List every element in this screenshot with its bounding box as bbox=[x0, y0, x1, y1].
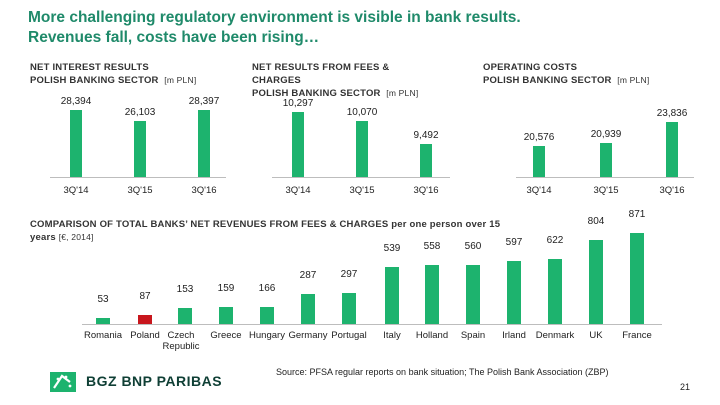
category-label: Italy bbox=[383, 330, 401, 341]
x-axis-line bbox=[516, 177, 694, 178]
category-label: Denmark bbox=[535, 330, 575, 341]
bar bbox=[260, 306, 274, 324]
data-label: 26,103 bbox=[124, 107, 156, 119]
panel-costs-title: OPERATING COSTS POLISH BANKING SECTOR [m… bbox=[483, 61, 713, 87]
category-label: Czech Republic bbox=[162, 330, 200, 352]
data-label: 597 bbox=[505, 237, 523, 249]
data-label: 53 bbox=[97, 294, 109, 306]
bar bbox=[138, 314, 152, 324]
category-label: Spain bbox=[460, 330, 486, 341]
source-note: Source: PFSA regular reports on bank sit… bbox=[276, 367, 609, 377]
category-label: 3Q'14 bbox=[526, 185, 552, 196]
title-line-2: Revenues fall, costs have been rising… bbox=[28, 29, 320, 46]
panel-title-line: POLISH BANKING SECTOR bbox=[30, 75, 159, 86]
bar bbox=[666, 122, 678, 177]
data-label: 9,492 bbox=[413, 129, 439, 141]
page-number: 21 bbox=[680, 382, 691, 392]
bar bbox=[219, 307, 233, 324]
panel-net-interest-title: NET INTEREST RESULTS POLISH BANKING SECT… bbox=[30, 61, 250, 87]
bar bbox=[630, 232, 644, 324]
comparison-unit: [€, 2014] bbox=[58, 232, 94, 242]
data-label: 558 bbox=[423, 241, 441, 253]
data-label: 871 bbox=[628, 208, 646, 220]
data-label: 539 bbox=[383, 243, 401, 255]
category-label: 3Q'14 bbox=[63, 185, 89, 196]
panel-title-line: POLISH BANKING SECTOR bbox=[252, 88, 381, 99]
category-label: 3Q'15 bbox=[349, 185, 375, 196]
category-label: 3Q'14 bbox=[285, 185, 311, 196]
comparison-title: COMPARISON OF TOTAL BANKS’ NET REVENUES … bbox=[30, 219, 590, 244]
category-label: France bbox=[622, 330, 652, 341]
category-label: 3Q'15 bbox=[593, 185, 619, 196]
category-label: Poland bbox=[130, 330, 160, 341]
bar bbox=[342, 292, 356, 324]
panel-title-line: OPERATING COSTS bbox=[483, 62, 578, 73]
comparison-title-line: COMPARISON OF TOTAL BANKS’ NET REVENUES … bbox=[30, 219, 501, 230]
data-label: 23,836 bbox=[656, 108, 688, 120]
panel-title-line: POLISH BANKING SECTOR bbox=[483, 75, 612, 86]
bar bbox=[548, 258, 562, 324]
category-label: Germany bbox=[288, 330, 328, 341]
panel-title-line: CHARGES bbox=[252, 75, 301, 86]
x-axis-line bbox=[82, 324, 662, 325]
data-label: 10,297 bbox=[282, 97, 314, 109]
bar bbox=[507, 261, 521, 324]
data-label: 28,397 bbox=[188, 96, 220, 107]
bank-logo-text: BGZ BNP PARIBAS bbox=[86, 373, 223, 389]
page-title: More challenging regulatory environment … bbox=[28, 8, 708, 48]
category-label: Romania bbox=[83, 330, 123, 341]
category-label: 3Q'16 bbox=[659, 185, 685, 196]
bar bbox=[70, 110, 82, 177]
bar bbox=[96, 318, 110, 324]
category-label: 3Q'16 bbox=[413, 185, 439, 196]
data-label: 87 bbox=[139, 290, 151, 302]
data-label: 153 bbox=[176, 283, 194, 295]
category-label: 3Q'16 bbox=[191, 185, 217, 196]
category-label: Holland bbox=[415, 330, 449, 341]
category-label: Portugal bbox=[331, 330, 367, 341]
data-label: 622 bbox=[546, 234, 564, 246]
bar bbox=[420, 143, 432, 177]
panel-unit: [m PLN] bbox=[617, 75, 650, 85]
category-label: 3Q'15 bbox=[127, 185, 153, 196]
bar bbox=[466, 265, 480, 324]
data-label: 804 bbox=[587, 215, 605, 227]
panel-title-line: NET RESULTS FROM FEES & bbox=[252, 62, 390, 73]
bar bbox=[134, 121, 146, 177]
bar bbox=[178, 307, 192, 324]
bar bbox=[292, 111, 304, 177]
category-label: Greece bbox=[210, 330, 242, 341]
data-label: 159 bbox=[217, 283, 235, 295]
comparison-title-line: years bbox=[30, 232, 56, 243]
panel-title-line: NET INTEREST RESULTS bbox=[30, 62, 149, 73]
bar bbox=[589, 239, 603, 324]
panel-unit: [m PLN] bbox=[164, 75, 197, 85]
data-label: 297 bbox=[340, 268, 358, 280]
category-label: UK bbox=[589, 330, 603, 341]
bar bbox=[425, 265, 439, 324]
x-axis-line bbox=[272, 177, 450, 178]
bank-logo: BGZ BNP PARIBAS bbox=[48, 370, 248, 394]
data-label: 20,939 bbox=[590, 129, 622, 141]
x-axis-line bbox=[50, 177, 226, 178]
bar bbox=[198, 110, 210, 177]
data-label: 166 bbox=[258, 282, 276, 294]
panel-unit: [m PLN] bbox=[386, 88, 419, 98]
category-label: Irland bbox=[502, 330, 526, 341]
bar bbox=[600, 143, 612, 177]
bar bbox=[301, 293, 315, 324]
data-label: 28,394 bbox=[60, 96, 92, 108]
data-label: 287 bbox=[299, 269, 317, 281]
category-label: Hungary bbox=[249, 330, 285, 341]
data-label: 560 bbox=[464, 241, 482, 253]
title-line-1: More challenging regulatory environment … bbox=[28, 9, 521, 26]
bar bbox=[533, 145, 545, 177]
panel-fees-title: NET RESULTS FROM FEES & CHARGES POLISH B… bbox=[252, 61, 472, 100]
data-label: 10,070 bbox=[346, 106, 378, 118]
bar bbox=[385, 267, 399, 324]
bar bbox=[356, 120, 368, 177]
bank-logo-icon bbox=[50, 372, 76, 392]
data-label: 20,576 bbox=[523, 131, 555, 143]
